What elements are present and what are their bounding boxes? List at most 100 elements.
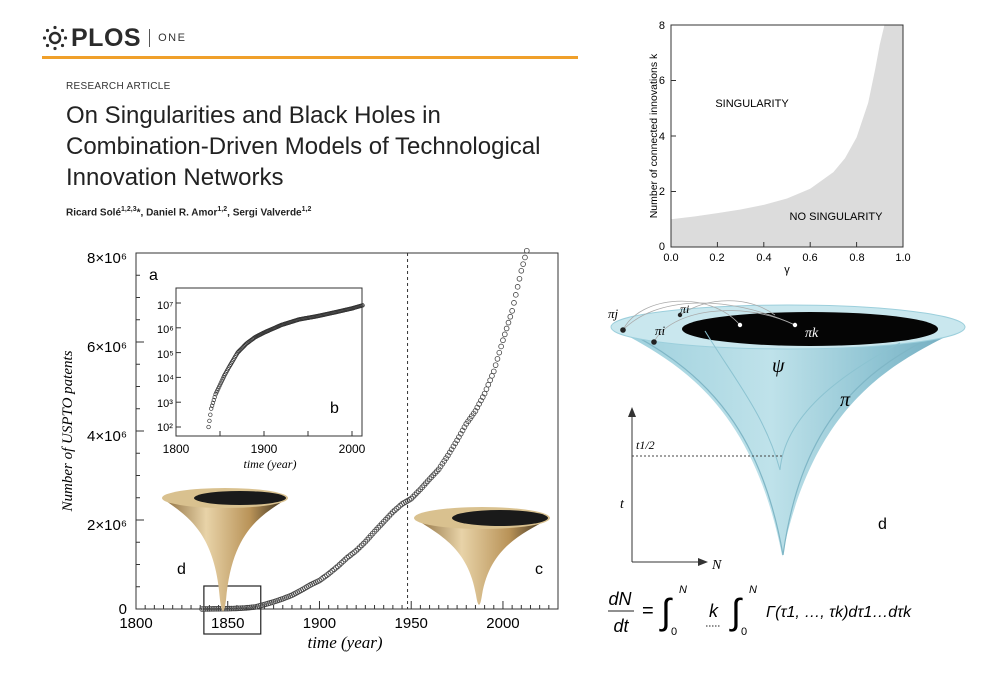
- data-point: [202, 606, 209, 612]
- paper-title: On Singularities and Black Holes in Comb…: [66, 102, 541, 191]
- node-dot: [677, 312, 683, 318]
- author-name[interactable]: Ricard Solé: [66, 207, 122, 219]
- n-axis-label: N: [711, 558, 722, 573]
- data-point: [335, 563, 341, 570]
- data-point: [520, 261, 526, 267]
- data-point: [512, 292, 519, 298]
- data-point: [496, 349, 503, 356]
- panel-label-c: c: [535, 561, 543, 578]
- data-point: [439, 460, 446, 467]
- data-point: [445, 452, 451, 459]
- inset-y-tick: 10⁴: [157, 373, 174, 385]
- phase-x-tick: 0.2: [709, 252, 724, 264]
- data-point: [206, 606, 213, 612]
- singularity-label: SINGULARITY: [715, 98, 789, 110]
- integral-lower: 0: [671, 626, 677, 638]
- equals-sign: =: [642, 600, 654, 622]
- phase-diagram: 0 2 4 6 8 0.0 0.2 0.4 0.6 0.8 1.0 γ Numb…: [648, 20, 911, 276]
- journal-subname: ONE: [158, 32, 187, 44]
- data-point: [448, 446, 455, 453]
- data-point: [232, 605, 238, 612]
- node-dot: [792, 322, 798, 328]
- data-point: [351, 549, 358, 555]
- panel-label-d: d: [878, 516, 887, 533]
- inset-point: [212, 394, 217, 400]
- phase-x-tick: 0.6: [802, 252, 817, 264]
- corresponding-mark: *: [136, 207, 141, 219]
- y-tick-label: 6×10⁶: [87, 339, 127, 356]
- phase-y-tick: 8: [659, 20, 665, 32]
- funnel-seam: [782, 332, 941, 556]
- y-tick-label: 2×10⁶: [87, 517, 127, 534]
- panel-label-a: a: [149, 267, 158, 284]
- inset-point: [207, 418, 212, 424]
- data-point: [511, 300, 517, 306]
- equation-k: k: [709, 601, 719, 621]
- inset-chart: 10⁷ 10⁶ 10⁵ 10⁴ 10³ 10² 1800 1900 2000 t…: [157, 287, 366, 471]
- data-point: [213, 606, 220, 612]
- funnel-body: [612, 327, 965, 557]
- data-point: [342, 556, 348, 563]
- no-singularity-region: [671, 25, 903, 247]
- inset-y-tick: 10⁶: [157, 324, 174, 336]
- equation-numerator: dN: [608, 589, 632, 609]
- data-point: [410, 493, 416, 500]
- data-point: [235, 605, 242, 612]
- data-point: [212, 606, 218, 612]
- x-tick-label: 1850: [211, 615, 244, 632]
- funnel-seam: [629, 332, 784, 556]
- data-point: [395, 504, 402, 510]
- phase-x-axis-label: γ: [784, 264, 790, 276]
- data-point: [204, 606, 211, 612]
- equation: dN dt = ∫ N 0 k ∫ N 0 Γ(τ1, …, τk)dτ1…dτ…: [608, 584, 912, 638]
- author-list: Ricard Solé1,2,3*, Daniel R. Amor1,2, Se…: [66, 206, 312, 219]
- journal-name: PLOS: [71, 23, 142, 52]
- panel-label-b: b: [330, 400, 339, 417]
- phase-y-tick: 4: [659, 131, 665, 143]
- half-time-label: t1/2: [636, 438, 655, 452]
- inset-y-tick: 10²: [157, 422, 173, 434]
- data-point: [494, 356, 501, 362]
- data-point: [228, 605, 235, 612]
- data-point: [516, 276, 523, 282]
- phase-y-tick: 2: [659, 186, 665, 198]
- data-point: [498, 343, 504, 350]
- y-tick-label: 8×10⁶: [87, 250, 127, 267]
- inset-x-tick: 1800: [163, 442, 190, 456]
- data-point: [331, 566, 337, 573]
- data-point: [503, 325, 510, 332]
- node-label: πi: [680, 302, 689, 316]
- data-point: [237, 605, 244, 612]
- data-point: [457, 430, 464, 437]
- n-axis-arrow-icon: [698, 558, 708, 566]
- data-point: [518, 267, 525, 274]
- integral-lower: 0: [741, 626, 747, 638]
- phase-y-axis-label: Number of connected innovations k: [648, 53, 660, 218]
- author-name[interactable]: Daniel R. Amor: [146, 207, 218, 219]
- panel-label-d: d: [177, 561, 186, 578]
- data-point: [490, 368, 497, 375]
- y-tick-label: 4×10⁶: [87, 428, 127, 445]
- node-dot: [651, 339, 657, 345]
- data-point: [215, 605, 222, 612]
- data-point: [459, 427, 466, 434]
- logo-divider: [149, 29, 151, 47]
- data-point: [461, 424, 468, 430]
- integral-sign: ∫: [659, 591, 673, 632]
- author-name[interactable]: Sergi Valverde: [232, 207, 302, 219]
- data-point: [443, 455, 449, 462]
- data-point: [435, 466, 442, 473]
- phase-y-tick: 0: [659, 241, 665, 253]
- data-point: [501, 331, 508, 338]
- data-point: [390, 509, 396, 515]
- data-point: [393, 505, 400, 512]
- data-point: [201, 606, 207, 612]
- data-point: [347, 552, 354, 558]
- data-point: [360, 540, 367, 547]
- x-tick-label: 1900: [303, 615, 336, 632]
- black-hole-core: [682, 312, 938, 346]
- psi-label: ψ: [772, 355, 785, 377]
- phase-y-tick: 6: [659, 75, 665, 87]
- data-point: [452, 440, 459, 447]
- data-point: [226, 605, 233, 612]
